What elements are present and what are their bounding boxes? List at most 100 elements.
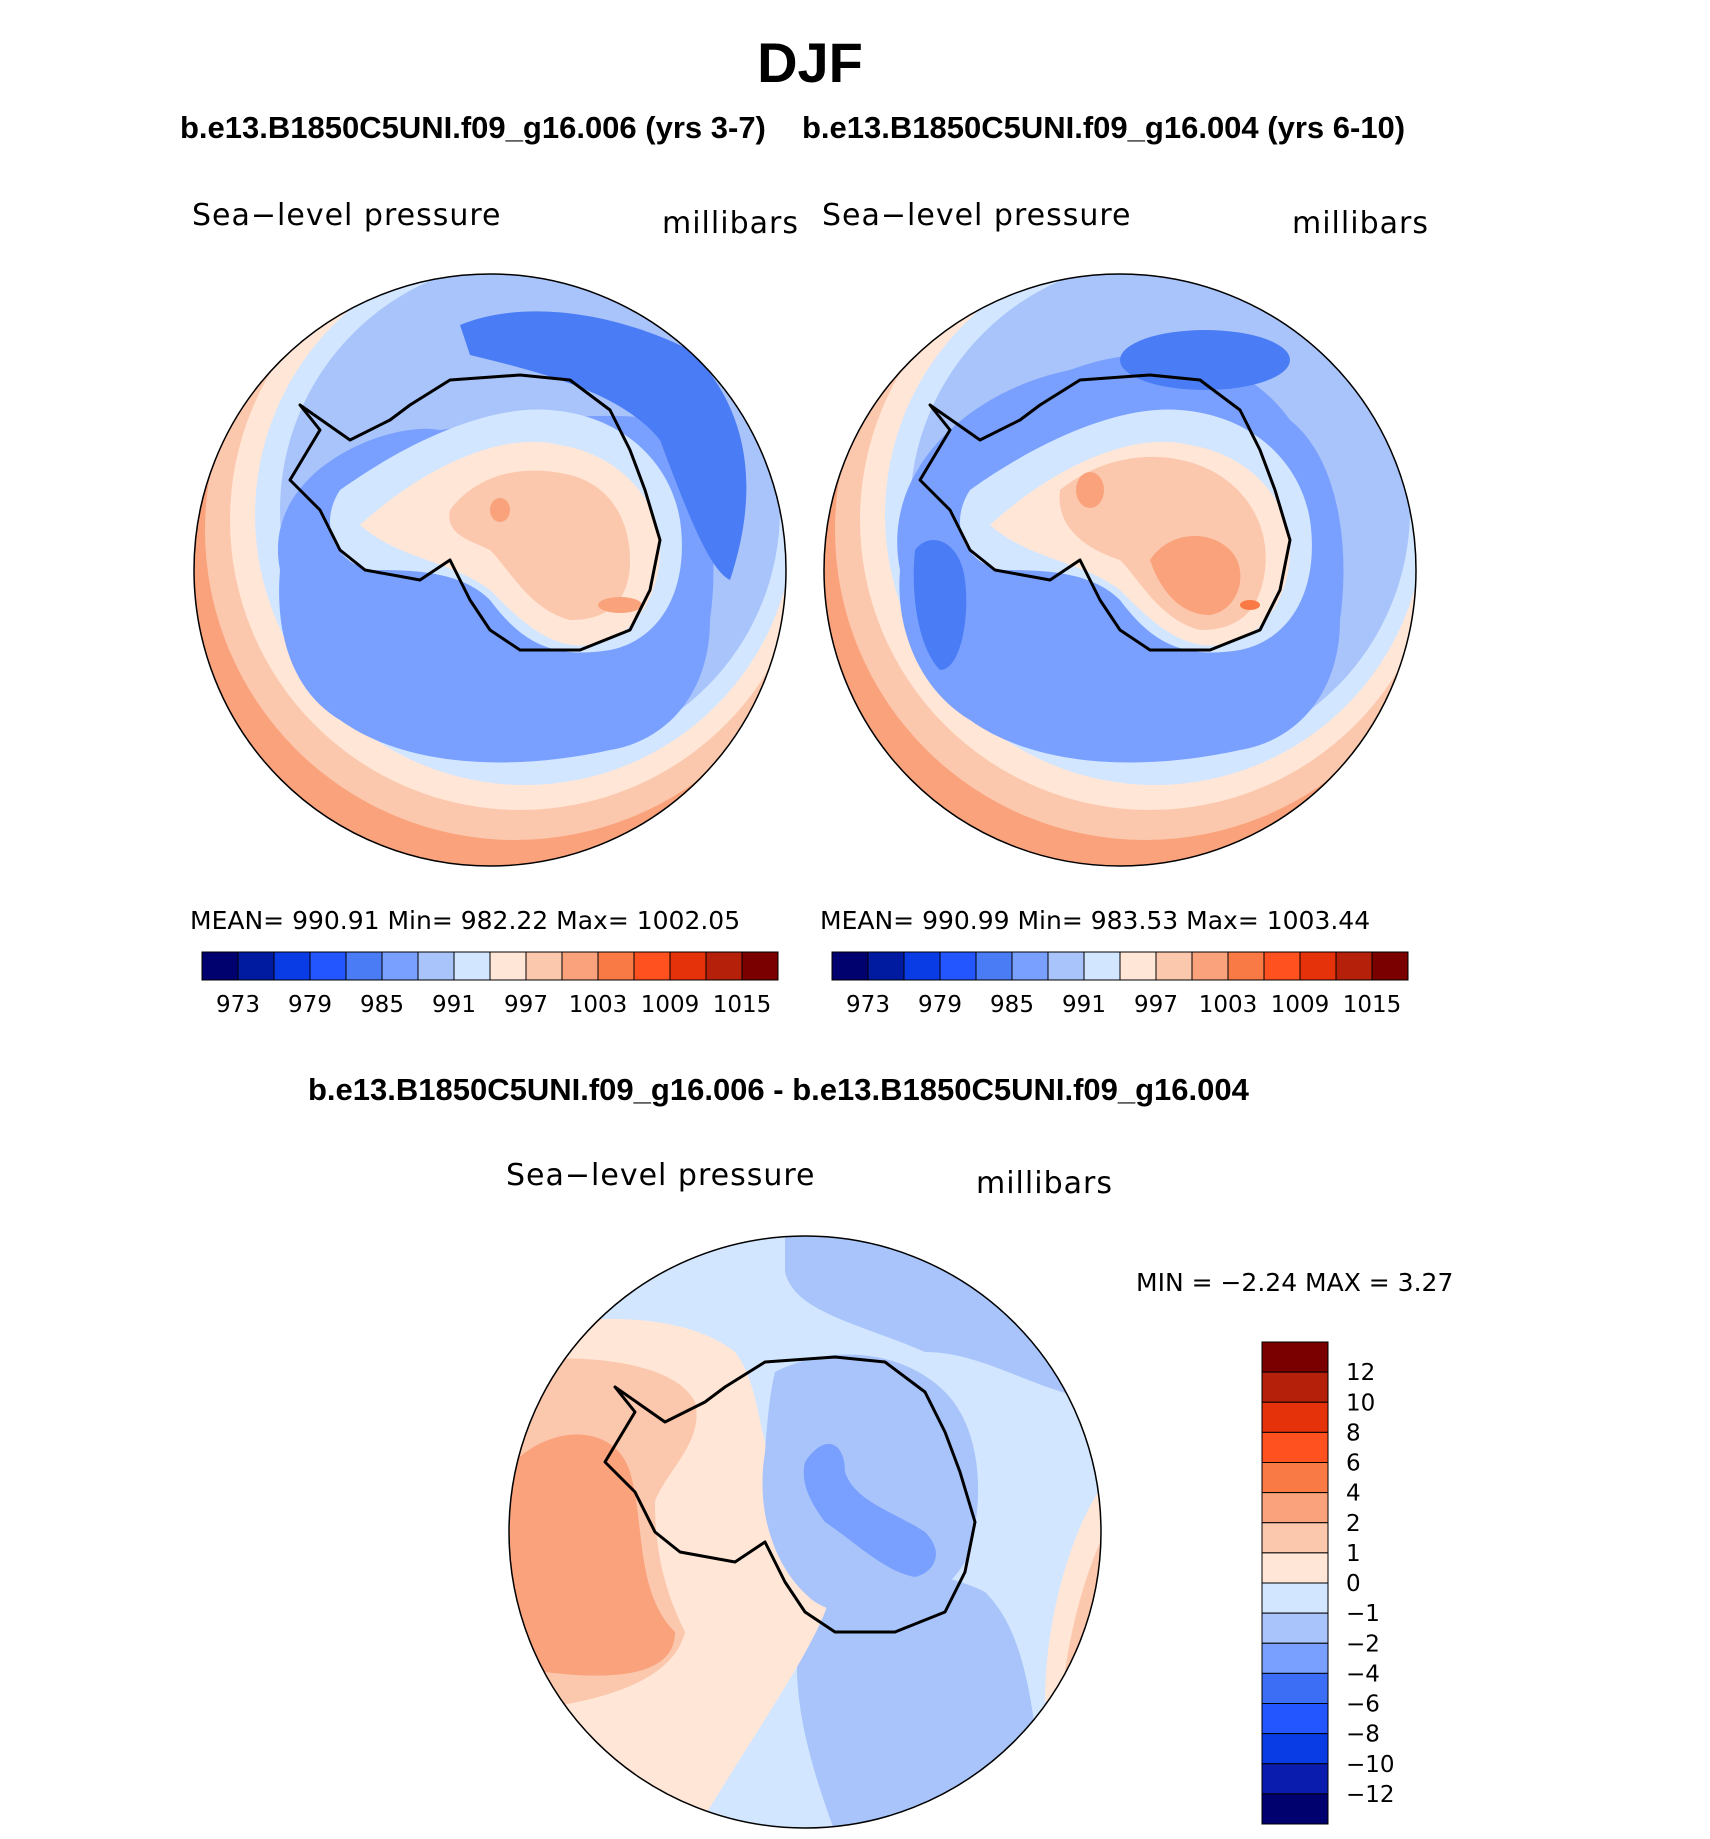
colorbar-tick-label: 991 bbox=[432, 992, 476, 1018]
panel2-variable-label: Sea−level pressure bbox=[822, 198, 1132, 233]
antarctica-coastline bbox=[918, 373, 1292, 652]
colorbar-tick-label: 2 bbox=[1346, 1511, 1361, 1537]
colorbar-tick-label: 985 bbox=[990, 992, 1034, 1018]
colorbar-tick-label: −2 bbox=[1346, 1631, 1380, 1657]
panel1-units-label: millibars bbox=[662, 206, 799, 241]
colorbar-box bbox=[1227, 951, 1265, 981]
colorbar-box bbox=[1261, 1462, 1329, 1494]
colorbar-panel-2: 973 979 985 991 997 1003 1009 1015 bbox=[831, 951, 1409, 1018]
panel3-units-label: millibars bbox=[976, 1166, 1113, 1201]
colorbar-tick-label: 1 bbox=[1346, 1541, 1361, 1567]
colorbar-box bbox=[525, 951, 563, 981]
panel3-stats: MIN = −2.24 MAX = 3.27 bbox=[1136, 1268, 1454, 1297]
map-band bbox=[1065, 1532, 1101, 1672]
panel2-stats: MEAN= 990.99 Min= 983.53 Max= 1003.44 bbox=[820, 906, 1371, 935]
colorbar-box bbox=[309, 951, 347, 981]
colorbar-panel-1: 973 979 985 991 997 1003 1009 1015 bbox=[201, 951, 779, 1018]
colorbar-tick-label: 12 bbox=[1346, 1360, 1375, 1386]
colorbar-tick-label: −6 bbox=[1346, 1692, 1380, 1718]
map-band bbox=[598, 597, 642, 613]
colorbar-tick-label: 997 bbox=[504, 992, 548, 1018]
map-band bbox=[509, 1434, 675, 1676]
colorbar-tick-label: 973 bbox=[216, 992, 260, 1018]
colorbar-box bbox=[1261, 1793, 1329, 1825]
colorbar-box bbox=[1191, 951, 1229, 981]
colorbar-box bbox=[975, 951, 1013, 981]
colorbar-box bbox=[1261, 1341, 1329, 1373]
colorbar-tick-label: 991 bbox=[1062, 992, 1106, 1018]
colorbar-box bbox=[1261, 1642, 1329, 1674]
map-border bbox=[508, 1235, 1102, 1829]
colorbar-tick-label: −10 bbox=[1346, 1752, 1395, 1778]
map-border bbox=[823, 273, 1417, 867]
colorbar-tick-label: 1003 bbox=[569, 992, 628, 1018]
colorbar-box bbox=[633, 951, 671, 981]
map-band bbox=[1120, 330, 1290, 390]
colorbar-box bbox=[1261, 1733, 1329, 1765]
map-border bbox=[193, 273, 787, 867]
map-panel-2 bbox=[823, 273, 1417, 867]
colorbar-tick-label: 973 bbox=[846, 992, 890, 1018]
colorbar-box bbox=[1261, 1522, 1329, 1554]
colorbar-box bbox=[345, 951, 383, 981]
colorbar-box bbox=[1299, 951, 1337, 981]
colorbar-box bbox=[1047, 951, 1085, 981]
antarctica-coastline bbox=[288, 373, 662, 652]
colorbar-tick-label: 1015 bbox=[713, 992, 772, 1018]
map-band bbox=[490, 498, 510, 522]
colorbar-box bbox=[1263, 951, 1301, 981]
panel3-variable-label: Sea−level pressure bbox=[506, 1158, 816, 1193]
subtitle-right: b.e13.B1850C5UNI.f09_g16.004 (yrs 6-10) bbox=[802, 110, 1406, 145]
colorbar-box bbox=[1335, 951, 1373, 981]
map-band bbox=[913, 540, 967, 670]
colorbar-tick-label: 1009 bbox=[641, 992, 700, 1018]
colorbar-tick-label: 997 bbox=[1134, 992, 1178, 1018]
colorbar-box bbox=[669, 951, 707, 981]
map-band bbox=[1045, 1482, 1101, 1702]
colorbar-box bbox=[201, 951, 239, 981]
colorbar-tick-label: 979 bbox=[918, 992, 962, 1018]
colorbar-box bbox=[867, 951, 905, 981]
colorbar-box bbox=[237, 951, 275, 981]
colorbar-box bbox=[1261, 1672, 1329, 1704]
colorbar-box bbox=[273, 951, 311, 981]
colorbar-box bbox=[1261, 1431, 1329, 1463]
map-band bbox=[1240, 600, 1260, 610]
colorbar-box bbox=[1119, 951, 1157, 981]
colorbar-box bbox=[417, 951, 455, 981]
colorbar-box bbox=[1261, 1492, 1329, 1524]
colorbar-box bbox=[939, 951, 977, 981]
map-panel-difference bbox=[508, 1235, 1102, 1829]
figure-title: DJF bbox=[757, 31, 863, 94]
colorbar-box bbox=[453, 951, 491, 981]
subtitle-left: b.e13.B1850C5UNI.f09_g16.006 (yrs 3-7) bbox=[180, 110, 766, 145]
colorbar-box bbox=[1261, 1703, 1329, 1735]
colorbar-box bbox=[381, 951, 419, 981]
antarctica-coastline bbox=[603, 1355, 977, 1634]
colorbar-tick-label: 1015 bbox=[1343, 992, 1402, 1018]
colorbar-box bbox=[1261, 1612, 1329, 1644]
colorbar-box bbox=[489, 951, 527, 981]
colorbar-tick-label: −12 bbox=[1346, 1782, 1395, 1808]
colorbar-box bbox=[1261, 1401, 1329, 1433]
colorbar-tick-label: 1009 bbox=[1271, 992, 1330, 1018]
colorbar-box bbox=[1011, 951, 1049, 981]
colorbar-box bbox=[561, 951, 599, 981]
colorbar-box bbox=[831, 951, 869, 981]
colorbar-tick-label: 6 bbox=[1346, 1451, 1361, 1477]
colorbar-box bbox=[741, 951, 779, 981]
colorbar-tick-label: −1 bbox=[1346, 1601, 1380, 1627]
colorbar-tick-label: 8 bbox=[1346, 1420, 1361, 1446]
panel1-stats: MEAN= 990.91 Min= 982.22 Max= 1002.05 bbox=[190, 906, 741, 935]
colorbar-tick-label: 0 bbox=[1346, 1571, 1361, 1597]
map-band bbox=[762, 1354, 979, 1617]
colorbar-box bbox=[903, 951, 941, 981]
colorbar-box bbox=[1261, 1763, 1329, 1795]
colorbar-tick-label: −8 bbox=[1346, 1722, 1380, 1748]
colorbar-box bbox=[1155, 951, 1193, 981]
difference-title: b.e13.B1850C5UNI.f09_g16.006 - b.e13.B18… bbox=[308, 1072, 1249, 1107]
colorbar-box bbox=[597, 951, 635, 981]
colorbar-tick-label: −4 bbox=[1346, 1661, 1380, 1687]
colorbar-box bbox=[1261, 1552, 1329, 1584]
